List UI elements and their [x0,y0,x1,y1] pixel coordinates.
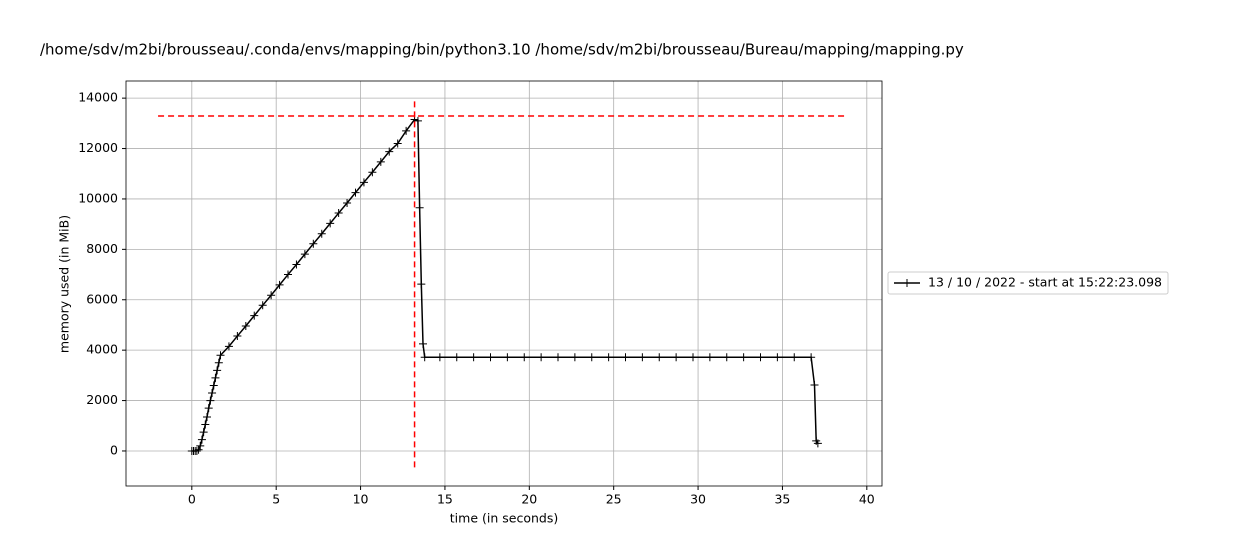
point-marker [621,353,630,362]
point-marker [415,203,424,212]
point-marker [705,353,714,362]
point-marker [201,420,210,429]
point-marker [537,353,546,362]
point-marker [284,270,292,279]
y-tick-label: 0 [110,442,118,457]
point-marker [300,250,309,259]
point-marker [655,353,664,362]
x-tick-label: 5 [272,492,280,507]
chart-title: /home/sdv/m2bi/brousseau/.conda/envs/map… [40,41,964,59]
series-line [191,118,819,452]
point-marker [587,353,596,362]
point-marker [208,389,217,398]
x-tick-label: 15 [437,492,453,507]
point-marker [359,178,368,187]
y-tick-label: 14000 [78,90,118,105]
point-marker [604,353,613,362]
point-marker [419,339,427,348]
point-marker [258,301,267,310]
point-marker [452,353,461,362]
point-marker [435,353,444,362]
point-marker [813,439,822,448]
point-marker [773,353,782,362]
point-marker [204,404,213,413]
point-marker [267,291,276,300]
x-tick-label: 35 [774,492,790,507]
y-tick-label: 12000 [78,140,118,155]
point-marker [417,280,426,289]
x-tick-label: 0 [188,492,196,507]
point-marker [810,380,819,389]
point-marker [469,353,478,362]
point-marker [275,280,284,289]
point-marker [351,188,360,197]
point-marker [393,139,402,148]
point-marker [196,441,205,450]
point-marker [326,219,335,228]
point-marker [413,116,422,125]
y-axis-label: memory used (in MiB) [57,215,72,353]
legend-marker [903,279,911,287]
point-marker [211,373,220,382]
y-tick-label: 6000 [86,291,118,306]
y-tick-label: 2000 [86,392,118,407]
point-marker [206,396,215,405]
point-marker [216,351,225,360]
y-tick-label: 8000 [86,241,118,256]
point-marker [334,209,343,218]
point-marker [638,353,647,362]
y-tick-label: 10000 [78,190,118,205]
point-marker [722,353,731,362]
point-marker [689,353,697,362]
point-marker [756,353,765,362]
legend-box [887,271,1169,295]
point-marker [317,229,326,238]
point-marker [570,353,579,362]
point-marker [233,332,242,341]
legend-label: 13 / 10 / 2022 - start at 15:22:23.098 [928,275,1162,290]
point-marker [214,358,223,367]
point-marker [241,321,250,330]
point-marker [194,445,203,454]
point-marker [807,353,816,362]
point-marker [199,428,208,437]
point-marker [292,260,301,269]
x-tick-label: 25 [606,492,622,507]
point-marker [197,435,206,444]
point-marker [224,342,233,351]
point-marker [385,147,394,156]
point-marker [554,353,562,362]
point-marker [672,353,681,362]
point-marker [739,353,748,362]
point-marker [209,381,218,390]
x-axis-label: time (in seconds) [450,511,558,526]
x-tick-label: 10 [353,492,369,507]
point-marker [376,157,385,166]
point-marker [420,353,429,362]
point-marker [368,168,377,177]
x-tick-label: 20 [521,492,537,507]
x-tick-label: 40 [859,492,875,507]
y-tick-label: 4000 [86,342,118,357]
point-marker [520,353,529,362]
point-marker [250,311,259,320]
point-marker [402,126,411,135]
point-marker [790,353,799,362]
point-marker [343,198,352,207]
point-marker [192,446,201,455]
point-marker [309,239,318,248]
point-marker [486,353,495,362]
point-marker [203,412,211,421]
plot-frame [125,80,883,487]
point-marker [213,366,222,375]
x-tick-label: 30 [690,492,706,507]
point-marker [503,353,512,362]
